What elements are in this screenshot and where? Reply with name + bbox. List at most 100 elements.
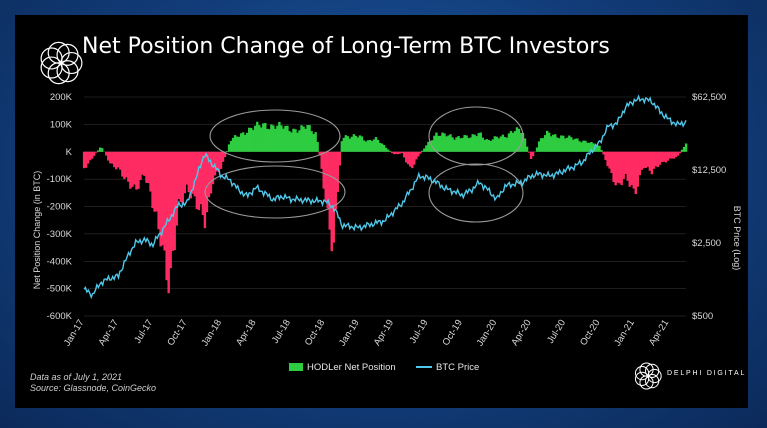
hodler-bar [668, 151, 672, 159]
hodler-bar [266, 128, 269, 152]
hodler-bar [630, 151, 633, 185]
hodler-bar [564, 138, 567, 152]
legend-swatch-hodler [289, 363, 303, 371]
left-tick-label: -400K [47, 256, 73, 267]
hodler-bar [443, 133, 446, 152]
left-tick-label: -600K [47, 311, 73, 322]
hodler-bar [352, 134, 356, 152]
hodler-bar [403, 151, 406, 158]
hodler-bar [237, 136, 241, 152]
hodler-bar [157, 151, 160, 230]
hodler-bar [205, 151, 209, 213]
hodler-bar [461, 137, 464, 152]
hodler-bar [471, 134, 474, 152]
hodler-bar [606, 151, 609, 167]
hodler-bar [453, 139, 456, 152]
hodler-bar [437, 135, 440, 152]
hodler-bar [592, 143, 595, 152]
hodler-bar [376, 139, 380, 152]
hodler-bar [384, 147, 388, 152]
hodler-bar [598, 145, 601, 152]
left-tick-label: -100K [47, 174, 73, 185]
hodler-bar [88, 151, 92, 161]
hodler-bar [125, 151, 128, 178]
hodler-bar [185, 151, 188, 185]
hodler-bar [227, 144, 231, 152]
hodler-bar [680, 149, 684, 152]
hodler-bar [310, 131, 313, 152]
hodler-bar [636, 151, 639, 187]
hodler-bar [207, 151, 211, 198]
hodler-bar [596, 145, 599, 152]
hodler-bar [541, 138, 545, 152]
hodler-bar [493, 136, 497, 152]
hodler-bar [427, 141, 430, 152]
hodler-bar [505, 137, 509, 152]
hodler-bar [312, 134, 315, 152]
hodler-bar [491, 139, 495, 152]
hodler-bar [678, 151, 682, 154]
hodler-bar [552, 134, 555, 152]
hodler-bar [451, 137, 454, 152]
hodler-bar [407, 151, 410, 165]
brand-name: DELPHI DIGITAL [667, 370, 747, 377]
hodler-bar [278, 121, 281, 152]
hodler-bar [417, 151, 420, 157]
hodler-bar [449, 134, 452, 152]
hodler-bar [84, 151, 88, 168]
hodler-bar [332, 151, 335, 243]
hodler-bar [431, 140, 434, 152]
hodler-bar [245, 132, 249, 152]
hodler-bar [219, 151, 223, 169]
hodler-bar [137, 151, 140, 189]
hodler-bar [153, 151, 156, 212]
chart-legend: HODLer Net Position BTC Price [289, 362, 479, 373]
hodler-bar [123, 151, 126, 180]
hodler-bar [489, 140, 493, 152]
left-tick-label: -300K [47, 229, 73, 240]
hodler-bar [602, 151, 605, 155]
hodler-bar [556, 137, 559, 152]
hodler-bar [322, 151, 325, 189]
hodler-bar [372, 139, 376, 152]
hodler-bar [624, 151, 627, 174]
hodler-bar [662, 151, 666, 162]
hodler-bar [477, 133, 480, 152]
hodler-bar [276, 125, 279, 152]
hodler-bar [594, 145, 597, 152]
hodler-bar [231, 137, 235, 152]
hodler-bar [252, 129, 255, 152]
hodler-bar [499, 136, 503, 152]
hodler-bar [270, 124, 273, 152]
hodler-bar [247, 127, 251, 152]
hodler-bar [113, 151, 116, 168]
hodler-bar [111, 151, 114, 164]
hodler-bar [650, 151, 654, 175]
hodler-bar [487, 140, 490, 152]
hodler-bar [390, 151, 394, 154]
hodler-bar [105, 151, 108, 156]
hodler-bar [439, 135, 442, 152]
hodler-bar [284, 125, 287, 152]
hodler-bar [274, 128, 277, 152]
hodler-bar [368, 139, 372, 152]
hodler-bar [465, 135, 468, 152]
hodler-bar [167, 151, 170, 294]
hodler-bar [143, 151, 146, 176]
right-tick-label: $12,500 [692, 165, 726, 176]
hodler-bar [507, 133, 511, 152]
hodler-bar [479, 132, 482, 152]
hodler-bar [672, 151, 676, 159]
hodler-bar [584, 140, 587, 152]
hodler-bar [618, 151, 621, 184]
hodler-bar [684, 143, 688, 152]
hodler-bar [411, 151, 414, 169]
hodler-bar [660, 151, 664, 162]
hodler-bar [334, 151, 337, 210]
hodler-bar [473, 134, 476, 152]
hodler-bar [511, 132, 515, 152]
hodler-bar [586, 142, 589, 152]
hodler-bar [199, 151, 203, 205]
hodler-bar [260, 127, 263, 152]
